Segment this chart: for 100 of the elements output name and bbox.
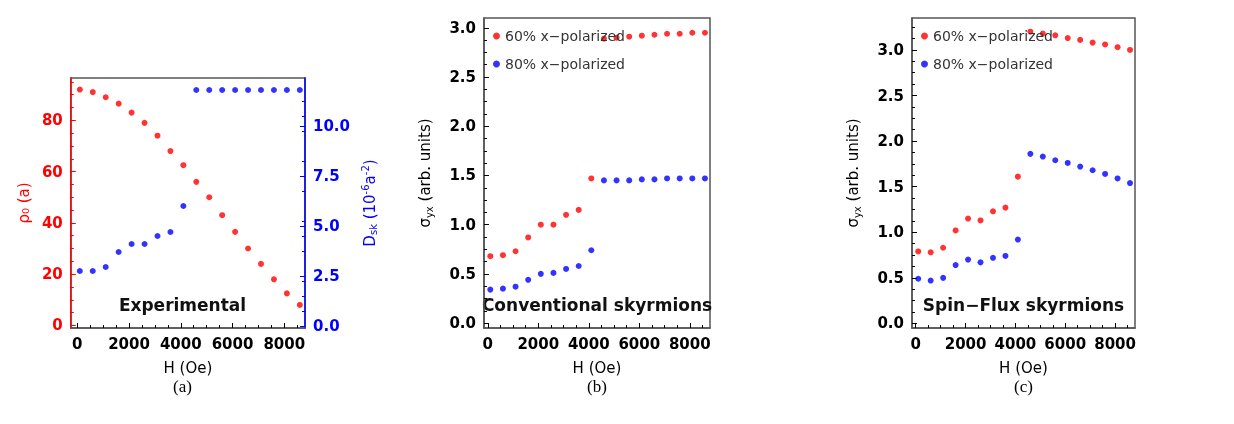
- y2-tick-label: 7.5: [313, 167, 340, 185]
- point: [128, 109, 135, 116]
- x-tick-label: 2000: [944, 334, 987, 353]
- y-tick-label: 2.5: [449, 68, 476, 87]
- point: [89, 268, 96, 274]
- x-tick-label: 4000: [159, 334, 202, 353]
- y-tick-label: 2.5: [877, 86, 904, 105]
- point: [154, 233, 161, 239]
- point: [76, 268, 83, 274]
- point: [1002, 252, 1009, 259]
- point: [206, 194, 213, 201]
- text: (c): [1014, 377, 1033, 396]
- point: [525, 234, 532, 241]
- point: [1039, 153, 1046, 160]
- point: [512, 248, 519, 255]
- x-tick-label: 6000: [1044, 334, 1087, 353]
- point: [638, 176, 645, 183]
- y-tick-label: 20: [41, 265, 63, 284]
- point: [915, 275, 922, 282]
- point: [940, 274, 947, 281]
- point: [258, 87, 264, 93]
- point: [499, 252, 506, 259]
- point: [167, 229, 174, 235]
- point: [296, 301, 303, 308]
- point: [626, 33, 633, 40]
- point: [977, 217, 984, 224]
- y-tick-label: 1.5: [449, 166, 476, 185]
- y-tick-label: 0.0: [449, 314, 476, 333]
- x-tick-label: 8000: [1094, 334, 1136, 353]
- point: [676, 175, 683, 182]
- point: [550, 269, 557, 276]
- point: [563, 265, 570, 272]
- x-tick-label: 0: [482, 334, 494, 353]
- point: [487, 286, 494, 293]
- point: [193, 178, 200, 185]
- y2-tick-label: 5.0: [313, 217, 340, 235]
- y-tick-label: 3.0: [449, 18, 476, 37]
- y-tick-label: 0.5: [877, 268, 904, 287]
- point: [102, 264, 109, 270]
- point: [296, 87, 303, 93]
- x-tick-label: 2000: [517, 334, 560, 353]
- point: [141, 241, 148, 247]
- point: [89, 89, 96, 96]
- point: [915, 248, 922, 255]
- point: [1014, 173, 1021, 180]
- legend-label: 80% x−polarized: [933, 56, 1053, 72]
- point: [1089, 167, 1096, 174]
- x-tick-label: 0: [72, 334, 83, 353]
- y-tick-label: 80: [41, 111, 63, 130]
- point: [1014, 236, 1021, 243]
- point: [664, 175, 671, 182]
- y2-tick-label: 10.0: [313, 117, 351, 135]
- point: [989, 254, 996, 261]
- point: [676, 30, 683, 37]
- point: [245, 87, 252, 93]
- point: [180, 203, 187, 209]
- y-tick-label: 40: [41, 213, 63, 232]
- point: [193, 87, 200, 93]
- point: [701, 29, 708, 36]
- point: [1102, 41, 1109, 48]
- point: [219, 87, 226, 93]
- y-axis-title: ρ₀ (a): [14, 182, 33, 224]
- point: [1064, 159, 1071, 166]
- y-tick-label: 0.5: [449, 264, 476, 283]
- point: [1052, 32, 1059, 39]
- point: [1077, 163, 1084, 170]
- point: [940, 244, 947, 251]
- y-tick-label: 3.0: [877, 40, 904, 59]
- x-tick-label: 4000: [567, 334, 610, 353]
- point: [1077, 36, 1084, 43]
- point: [927, 249, 934, 256]
- point: [141, 119, 148, 126]
- point: [1127, 180, 1134, 187]
- annotation: Spin−Flux skyrmions: [922, 294, 1125, 315]
- x-tick-label: 2000: [108, 334, 150, 353]
- point: [115, 249, 122, 255]
- text: (b): [587, 377, 607, 396]
- y-tick-label: 60: [41, 162, 63, 181]
- point: [651, 176, 658, 183]
- x-tick-label: 8000: [668, 334, 711, 353]
- point: [1027, 150, 1034, 157]
- x-tick-label: 0: [910, 334, 921, 353]
- y2-tick-label: 2.5: [313, 267, 340, 285]
- x-tick-label: 4000: [994, 334, 1037, 353]
- point: [965, 215, 972, 222]
- y-tick-label: 0: [52, 316, 63, 335]
- point: [651, 31, 658, 38]
- point: [701, 175, 708, 182]
- text: (a): [173, 377, 192, 396]
- point: [206, 87, 213, 93]
- point: [588, 247, 595, 254]
- legend-label: 80% x−polarized: [505, 56, 625, 72]
- point: [689, 29, 696, 36]
- y-tick-label: 0.0: [877, 314, 904, 333]
- point: [965, 256, 972, 263]
- point: [638, 32, 645, 39]
- point: [537, 270, 544, 277]
- x-axis-title: H (Oe): [572, 358, 622, 377]
- y2-axis-title: Dsk (10-6a-2): [360, 159, 380, 247]
- point: [232, 87, 239, 93]
